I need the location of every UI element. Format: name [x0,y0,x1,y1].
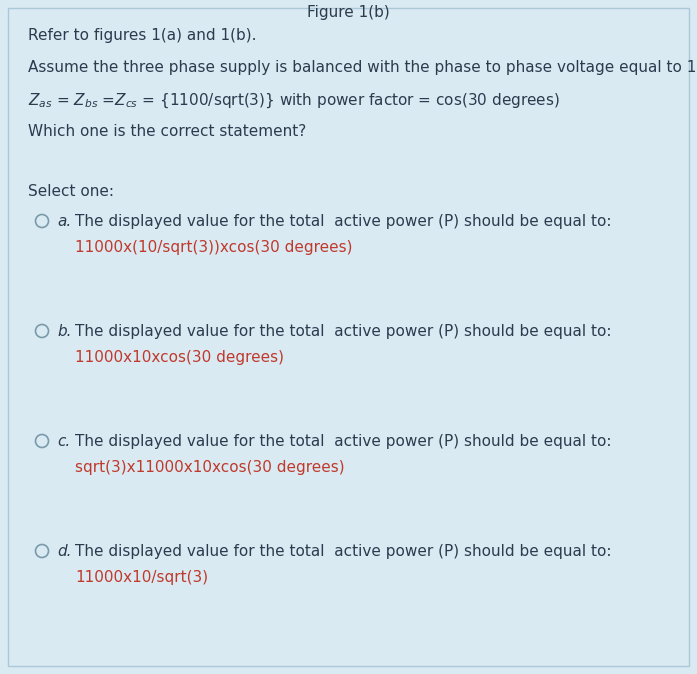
Text: $Z_{as}$ = $Z_{bs}$ =$Z_{cs}$ = {1100/sqrt(3)} with power factor = cos(30 degree: $Z_{as}$ = $Z_{bs}$ =$Z_{cs}$ = {1100/sq… [28,92,560,111]
Text: Select one:: Select one: [28,184,114,199]
Text: 11000x10xcos(30 degrees): 11000x10xcos(30 degrees) [75,350,284,365]
Text: The displayed value for the total  active power (P) should be equal to:: The displayed value for the total active… [75,544,611,559]
Text: Which one is the correct statement?: Which one is the correct statement? [28,124,306,139]
Text: The displayed value for the total  active power (P) should be equal to:: The displayed value for the total active… [75,214,611,229]
Text: c.: c. [57,434,70,449]
Text: a.: a. [57,214,71,229]
Text: 11000x10/sqrt(3): 11000x10/sqrt(3) [75,570,208,585]
Text: The displayed value for the total  active power (P) should be equal to:: The displayed value for the total active… [75,324,611,339]
Text: Figure 1(b): Figure 1(b) [307,5,390,20]
Text: d.: d. [57,544,72,559]
FancyBboxPatch shape [8,8,689,666]
Text: sqrt(3)x11000x10xcos(30 degrees): sqrt(3)x11000x10xcos(30 degrees) [75,460,344,475]
Text: Assume the three phase supply is balanced with the phase to phase voltage equal : Assume the three phase supply is balance… [28,60,697,75]
Text: Refer to figures 1(a) and 1(b).: Refer to figures 1(a) and 1(b). [28,28,256,43]
Text: b.: b. [57,324,72,339]
Text: 11000x(10/sqrt(3))xcos(30 degrees): 11000x(10/sqrt(3))xcos(30 degrees) [75,240,353,255]
Text: The displayed value for the total  active power (P) should be equal to:: The displayed value for the total active… [75,434,611,449]
